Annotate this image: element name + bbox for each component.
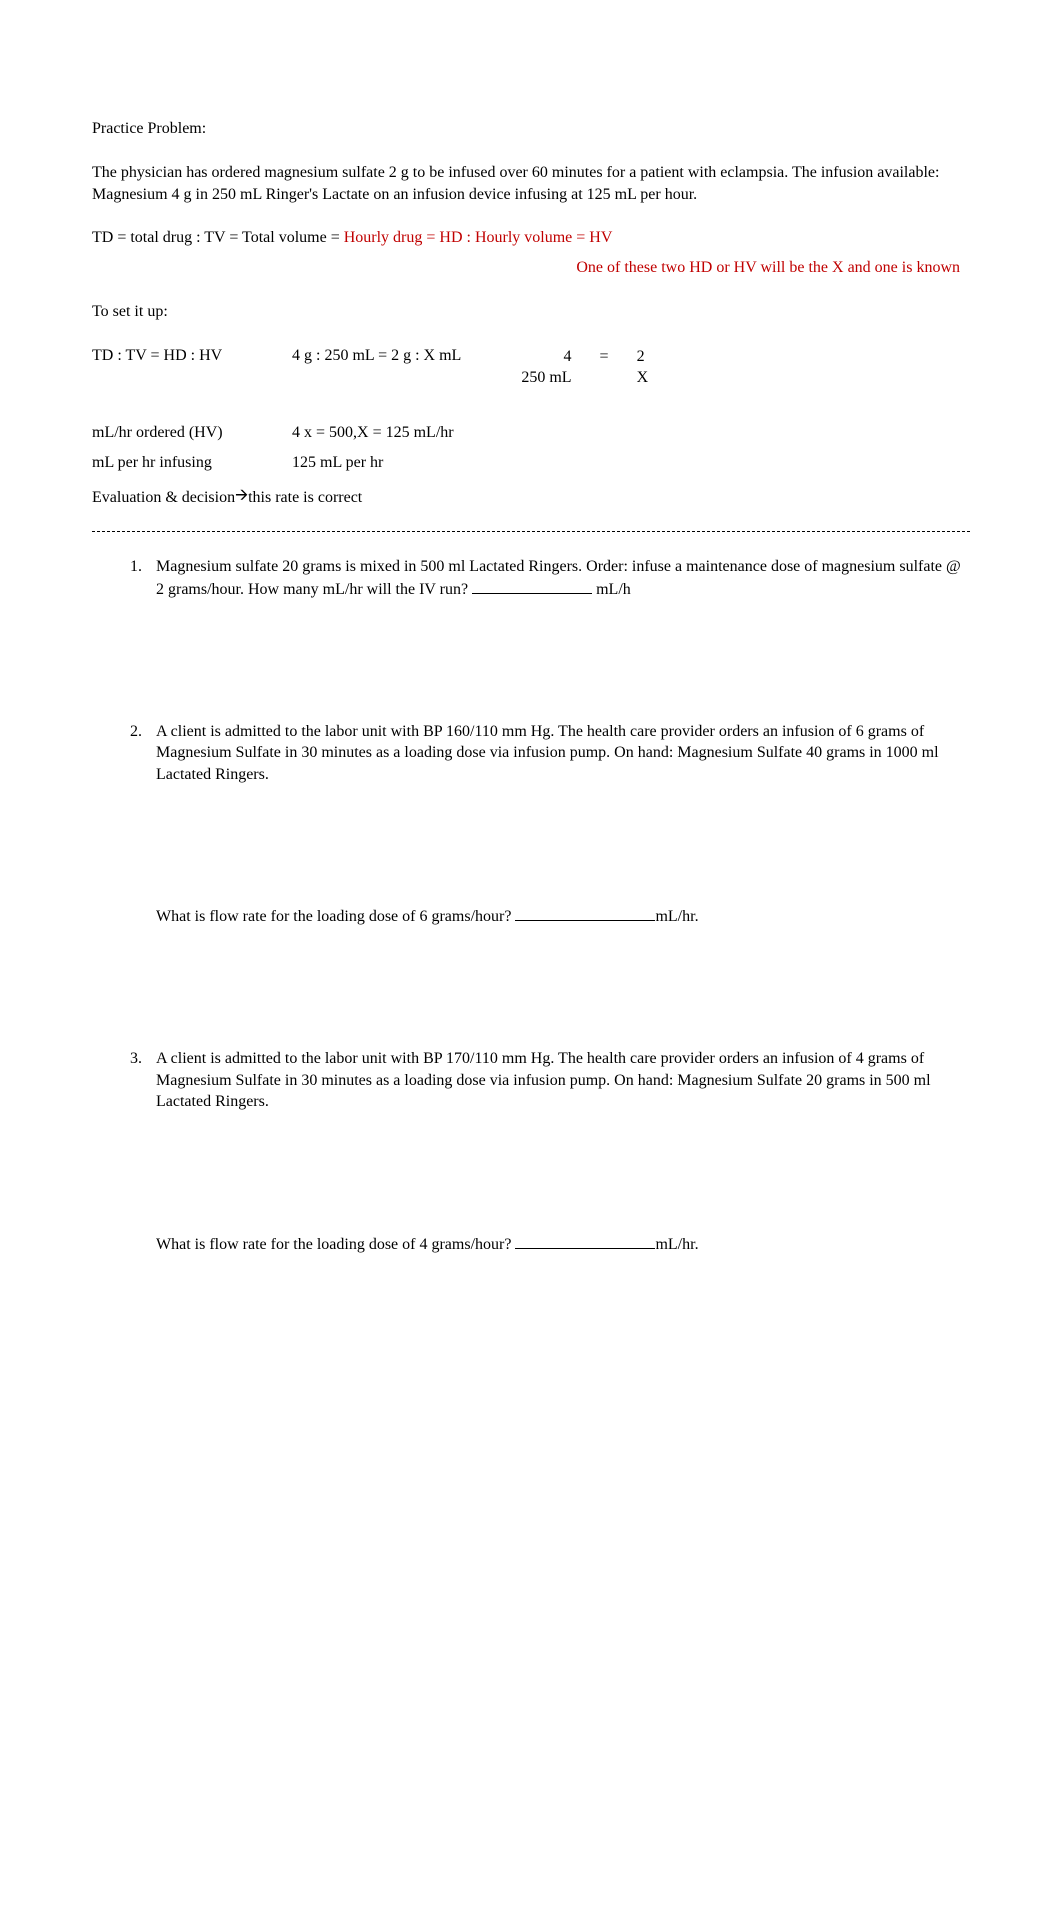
- frac-bot-right: X: [637, 368, 649, 389]
- frac-bot-left: 250 mL: [521, 368, 571, 389]
- problem-3-blank: [515, 1233, 655, 1249]
- formula-note: One of these two HD or HV will be the X …: [92, 259, 970, 277]
- setup-row4-label: Evaluation & decision: [92, 489, 235, 507]
- setup-row-3: mL per hr infusing 125 mL per hr: [92, 454, 970, 472]
- formula-red-text: Hourly drug = HD : Hourly volume = HV: [344, 229, 613, 246]
- problem-1: Magnesium sulfate 20 grams is mixed in 5…: [146, 556, 970, 600]
- problem-2: A client is admitted to the labor unit w…: [146, 721, 970, 928]
- arrow-icon: 🡪: [235, 484, 248, 511]
- problem-1-unit: mL/h: [592, 581, 631, 598]
- problem-3-question: What is flow rate for the loading dose o…: [156, 1236, 515, 1253]
- frac-top-right: 2: [637, 347, 645, 368]
- problem-3-unit: mL/hr.: [655, 1236, 698, 1253]
- problem-list: Magnesium sulfate 20 grams is mixed in 5…: [92, 556, 970, 1255]
- problem-2-text: A client is admitted to the labor unit w…: [156, 723, 939, 783]
- setup-row4-value: this rate is correct: [248, 489, 362, 507]
- setup-heading: To set it up:: [92, 301, 970, 323]
- setup-row-1: TD : TV = HD : HV 4 g : 250 mL = 2 g : X…: [92, 347, 970, 389]
- problem-2-unit: mL/hr.: [655, 908, 698, 925]
- formula-prefix: TD = total drug : TV = Total volume =: [92, 229, 344, 246]
- intro-paragraph: The physician has ordered magnesium sulf…: [92, 162, 970, 205]
- problem-3: A client is admitted to the labor unit w…: [146, 1048, 970, 1255]
- setup-row-2: mL/hr ordered (HV) 4 x = 500,X = 125 mL/…: [92, 424, 970, 442]
- setup-row-4: Evaluation & decision 🡪 this rate is cor…: [92, 484, 970, 511]
- frac-equals: =: [600, 347, 609, 368]
- setup-row1-label: TD : TV = HD : HV: [92, 347, 292, 365]
- problem-2-blank: [515, 905, 655, 921]
- frac-top-left: 4: [564, 347, 572, 368]
- setup-fraction: 4 250 mL = 2 X: [521, 347, 648, 389]
- setup-row3-label: mL per hr infusing: [92, 454, 292, 472]
- setup-row3-value: 125 mL per hr: [292, 454, 383, 472]
- problem-2-question: What is flow rate for the loading dose o…: [156, 908, 515, 925]
- setup-row1-value: 4 g : 250 mL = 2 g : X mL: [292, 347, 461, 365]
- formula-definition: TD = total drug : TV = Total volume = Ho…: [92, 229, 970, 247]
- problem-3-text: A client is admitted to the labor unit w…: [156, 1050, 931, 1110]
- section-divider: [92, 531, 970, 532]
- problem-1-blank: [472, 578, 592, 594]
- page-title: Practice Problem:: [92, 120, 970, 138]
- setup-row2-label: mL/hr ordered (HV): [92, 424, 292, 442]
- setup-row2-value: 4 x = 500,X = 125 mL/hr: [292, 424, 454, 442]
